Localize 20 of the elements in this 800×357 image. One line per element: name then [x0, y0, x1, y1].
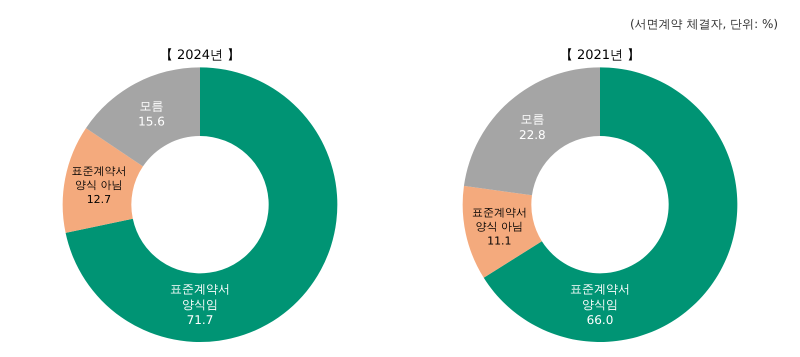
- donut-slice: [66, 67, 338, 342]
- slice-label: 표준계약서 양식 아님: [472, 206, 527, 234]
- data-label: 15.6: [138, 114, 165, 129]
- chart-title: 【 2021년 】: [560, 48, 640, 64]
- donut-slice: [86, 67, 200, 166]
- text: (서면계약 체결자, 단위: %): [630, 17, 778, 31]
- slice-label: 표준계약서 양식임: [570, 282, 630, 312]
- chart-title: 【 2024년 】: [160, 48, 240, 64]
- data-label: 22.8: [518, 128, 546, 142]
- slice-label: 모름: [520, 112, 544, 126]
- data-label: 66.0: [586, 313, 614, 328]
- data-label: 11.1: [487, 234, 512, 248]
- donut-slice: [462, 186, 542, 278]
- donut-slice: [464, 67, 600, 196]
- data-label: 12.7: [86, 192, 112, 206]
- donut-slice: [62, 128, 143, 233]
- slice-label: 모름: [140, 98, 164, 113]
- slice-label: 표준계약서 양식 아님: [71, 164, 126, 192]
- slice-label: 표준계약서 양식임: [170, 282, 230, 312]
- data-label: 71.7: [186, 313, 214, 328]
